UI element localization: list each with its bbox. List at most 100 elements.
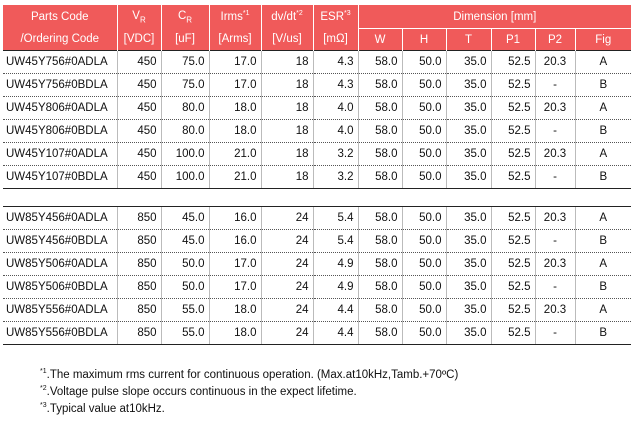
table-row: UW45Y756#0BDLA 450 75.0 17.0 18 4.3 58.0 50.0 35… — [3, 73, 632, 97]
cell-p1: 52.5 — [490, 96, 535, 120]
cell-p1: 52.5 — [490, 229, 535, 253]
cell-h: 50.0 — [401, 73, 446, 97]
cell-h: 50.0 — [401, 50, 446, 74]
cell-p1: 52.5 — [490, 298, 535, 322]
cell-irms: 17.0 — [208, 73, 261, 97]
cell-h: 50.0 — [401, 275, 446, 299]
cell-cr: 55.0 — [160, 321, 209, 345]
header-h: H — [402, 28, 447, 51]
cell-part-code: UW85Y506#0ADLA — [3, 252, 117, 276]
cell-t: 35.0 — [445, 73, 491, 97]
cell-t: 35.0 — [445, 252, 491, 276]
cell-w: 58.0 — [357, 206, 402, 230]
cell-p1: 52.5 — [490, 206, 535, 230]
table-row: UW85Y556#0ADLA 850 55.0 18.0 24 4.4 58.0 50.0 35… — [3, 298, 631, 322]
cell-vr: 450 — [116, 50, 161, 74]
cell-vr: 450 — [116, 142, 161, 166]
cell-fig: A — [574, 298, 631, 322]
cell-fig: B — [574, 165, 632, 189]
table-row: UW85Y556#0BDLA 850 55.0 18.0 24 4.4 58.0 50.0 35… — [3, 321, 631, 345]
cell-cr: 75.0 — [160, 73, 209, 97]
cell-p1: 52.5 — [490, 73, 535, 97]
cell-vr: 850 — [116, 321, 161, 345]
cell-irms: 16.0 — [208, 229, 261, 253]
cell-dvdt: 18 — [260, 142, 313, 166]
cell-esr: 4.4 — [312, 321, 358, 345]
cell-dvdt: 24 — [260, 275, 313, 299]
cell-part-code: UW45Y806#0ADLA — [3, 96, 117, 120]
cell-irms: 17.0 — [208, 252, 261, 276]
header-p1: P1 — [491, 28, 536, 51]
header-t: T — [446, 28, 492, 51]
cell-h: 50.0 — [401, 206, 446, 230]
cell-t: 35.0 — [445, 142, 491, 166]
table-body-850v: UW85Y456#0ADLA 850 45.0 16.0 24 5.4 58.0 50.0 35… — [3, 206, 631, 345]
cell-part-code: UW45Y107#0BDLA — [3, 165, 117, 189]
cell-irms: 17.0 — [208, 50, 261, 74]
cell-part-code: UW85Y456#0ADLA — [3, 206, 117, 230]
table-row: UW85Y506#0BDLA 850 50.0 17.0 24 4.9 58.0 50.0 35… — [3, 275, 631, 299]
header-dvdt: dv/dt*2 — [261, 5, 314, 29]
table-row: UW45Y806#0ADLA 450 80.0 18.0 18 4.0 58.0 50.0 35… — [3, 96, 632, 120]
cell-p2: - — [534, 73, 575, 97]
cell-dvdt: 18 — [260, 73, 313, 97]
header-dimension: Dimension [mm] — [358, 5, 632, 29]
cell-esr: 5.4 — [312, 229, 358, 253]
cell-fig: A — [574, 96, 632, 120]
cell-w: 58.0 — [357, 73, 402, 97]
cell-fig: A — [574, 50, 632, 74]
cell-p2: 20.3 — [534, 142, 575, 166]
cell-vr: 850 — [116, 252, 161, 276]
header-w: W — [358, 28, 403, 51]
cell-esr: 4.3 — [312, 73, 358, 97]
cell-dvdt: 18 — [260, 96, 313, 120]
cell-t: 35.0 — [445, 50, 491, 74]
cell-fig: B — [574, 275, 631, 299]
cell-dvdt: 24 — [260, 206, 313, 230]
footnote-3: *3.Typical value at10kHz. — [40, 401, 165, 415]
cell-p1: 52.5 — [490, 165, 535, 189]
table-header: Parts Code VR CR Irms*1 dv/dt*2 ESR*3 Di… — [3, 5, 632, 51]
header-cr: CR — [161, 5, 210, 29]
cell-t: 35.0 — [445, 229, 491, 253]
cell-dvdt: 24 — [260, 298, 313, 322]
cell-fig: B — [574, 119, 632, 143]
table-row: UW85Y456#0BDLA 850 45.0 16.0 24 5.4 58.0 50.0 35… — [3, 229, 631, 253]
cell-vr: 850 — [116, 275, 161, 299]
cell-w: 58.0 — [357, 96, 402, 120]
cell-p2: 20.3 — [534, 252, 575, 276]
cell-cr: 45.0 — [160, 206, 209, 230]
cell-esr: 4.9 — [312, 275, 358, 299]
cell-vr: 850 — [116, 206, 161, 230]
cell-fig: A — [574, 252, 631, 276]
cell-p2: - — [534, 275, 575, 299]
cell-dvdt: 24 — [260, 229, 313, 253]
cell-esr: 4.9 — [312, 252, 358, 276]
cell-vr: 450 — [116, 119, 161, 143]
cell-t: 35.0 — [445, 119, 491, 143]
cell-dvdt: 24 — [260, 321, 313, 345]
cell-h: 50.0 — [401, 165, 446, 189]
cell-irms: 18.0 — [208, 298, 261, 322]
cell-t: 35.0 — [445, 206, 491, 230]
footnotes: *1.The maximum rms current for continuou… — [40, 365, 458, 415]
cell-part-code: UW85Y506#0BDLA — [3, 275, 117, 299]
cell-p1: 52.5 — [490, 119, 535, 143]
cell-p2: - — [534, 321, 575, 345]
header-cr-unit: [uF] — [161, 28, 210, 51]
cell-vr: 450 — [116, 73, 161, 97]
header-irms: Irms*1 — [209, 5, 262, 29]
cell-h: 50.0 — [401, 298, 446, 322]
header-fig: Fig — [575, 28, 632, 51]
cell-esr: 4.4 — [312, 298, 358, 322]
cell-esr: 3.2 — [312, 142, 358, 166]
cell-w: 58.0 — [357, 142, 402, 166]
cell-vr: 850 — [116, 229, 161, 253]
cell-part-code: UW45Y107#0ADLA — [3, 142, 117, 166]
cell-irms: 16.0 — [208, 206, 261, 230]
header-parts-code: Parts Code — [3, 5, 118, 29]
cell-p1: 52.5 — [490, 142, 535, 166]
header-esr: ESR*3 — [313, 5, 359, 29]
footnote-1: *1.The maximum rms current for continuou… — [40, 368, 459, 381]
table-row: UW45Y756#0ADLA 450 75.0 17.0 18 4.3 58.0 50.0 35… — [3, 50, 632, 74]
